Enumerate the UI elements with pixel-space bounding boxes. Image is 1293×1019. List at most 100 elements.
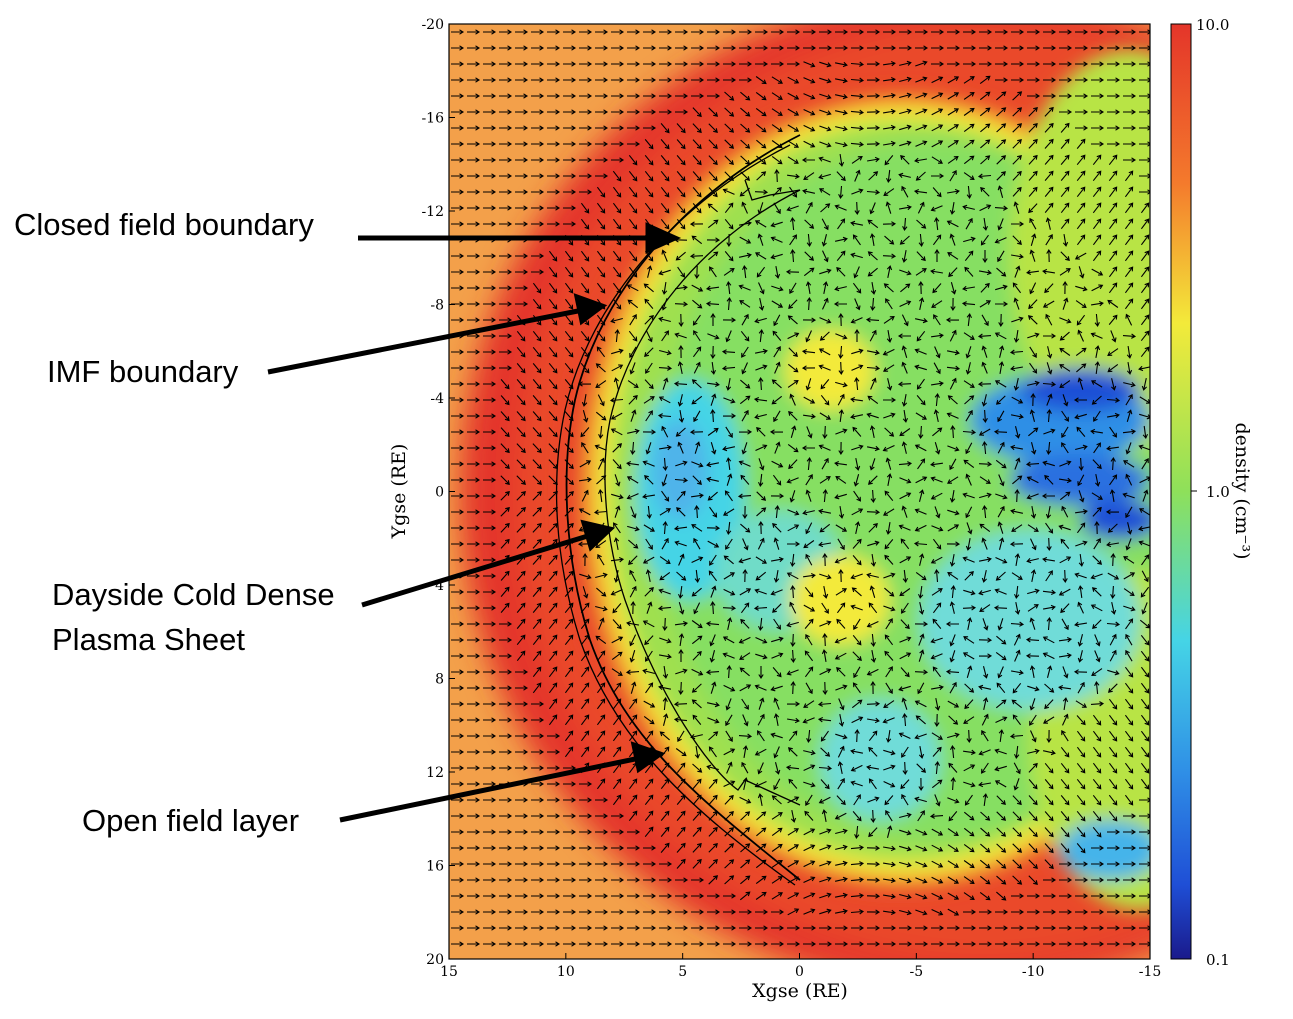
vector-arrow — [899, 235, 910, 245]
vector-arrow — [723, 45, 737, 51]
vector-arrow — [771, 909, 785, 915]
vector-arrow — [1012, 859, 1023, 869]
vector-arrow — [1013, 201, 1020, 214]
vector-arrow — [1060, 186, 1070, 198]
vector-arrow — [451, 893, 465, 899]
vector-arrow — [611, 925, 625, 931]
vector-arrow — [819, 29, 833, 35]
vector-arrow — [643, 877, 657, 883]
vector-arrow — [516, 411, 526, 422]
vector-arrow — [837, 778, 845, 790]
vector-arrow — [758, 617, 764, 632]
vector-arrow — [1028, 170, 1038, 181]
vector-arrow — [1091, 125, 1105, 131]
vector-arrow — [869, 425, 876, 439]
vector-arrow — [852, 282, 862, 294]
vector-arrow — [801, 445, 815, 451]
vector-arrow — [1109, 649, 1117, 662]
vector-arrow — [691, 379, 702, 389]
vector-arrow — [771, 892, 783, 900]
vector-arrow — [963, 909, 977, 915]
vector-arrow — [499, 157, 513, 163]
vector-arrow — [755, 444, 768, 452]
vector-arrow — [1011, 572, 1023, 580]
vector-arrow — [467, 749, 481, 755]
vector-arrow — [1107, 109, 1121, 115]
vector-arrow — [801, 157, 815, 163]
vector-arrow — [963, 123, 975, 133]
vector-arrow — [647, 265, 653, 278]
vector-arrow — [675, 93, 689, 99]
vector-arrow — [883, 61, 896, 67]
vector-arrow — [789, 601, 797, 614]
vector-arrow — [707, 925, 721, 931]
vector-arrow — [819, 93, 832, 100]
vector-arrow — [659, 861, 673, 867]
vector-arrow — [994, 765, 1007, 772]
vector-arrow — [500, 490, 510, 501]
vector-arrow — [531, 109, 545, 115]
vector-arrow — [611, 941, 625, 947]
vector-arrow — [531, 93, 545, 99]
vector-arrow — [995, 651, 1007, 661]
vector-arrow — [1027, 604, 1039, 612]
vector-arrow — [1027, 45, 1041, 51]
vector-arrow — [1028, 762, 1038, 773]
vector-arrow — [628, 170, 638, 182]
vector-arrow — [851, 699, 863, 709]
vector-arrow — [563, 93, 577, 99]
vector-arrow — [915, 140, 928, 147]
vector-arrow — [977, 381, 992, 387]
vector-arrow — [547, 749, 561, 755]
vector-arrow — [786, 701, 801, 707]
vector-arrow — [819, 188, 831, 196]
vector-arrow — [852, 682, 861, 694]
vector-arrow — [949, 377, 957, 390]
vector-arrow — [612, 266, 622, 278]
vector-arrow — [885, 618, 893, 630]
vector-arrow — [900, 283, 911, 293]
vector-arrow — [674, 620, 689, 627]
vector-arrow — [595, 925, 609, 931]
vector-arrow — [817, 717, 832, 723]
vector-arrow — [1060, 202, 1070, 214]
vector-arrow — [611, 636, 624, 644]
vector-arrow — [963, 155, 975, 165]
vector-arrow — [1010, 444, 1024, 451]
vector-arrow — [1076, 762, 1086, 774]
vector-arrow — [962, 492, 975, 499]
vector-arrow — [483, 93, 497, 99]
vector-arrow — [658, 653, 672, 660]
vector-arrow — [786, 477, 799, 484]
vector-arrow — [770, 236, 783, 243]
vector-arrow — [723, 555, 734, 565]
vector-arrow — [866, 77, 881, 83]
vector-arrow — [692, 826, 702, 837]
vector-arrow — [915, 108, 928, 115]
vector-arrow — [451, 861, 465, 867]
vector-arrow — [1009, 541, 1024, 547]
vector-arrow — [997, 218, 1004, 231]
vector-arrow — [787, 332, 800, 340]
vector-arrow — [483, 125, 497, 131]
vector-arrow — [708, 107, 719, 117]
vector-arrow — [1076, 730, 1086, 742]
vector-arrow — [451, 525, 465, 531]
vector-arrow — [1011, 61, 1025, 67]
vector-arrow — [564, 266, 574, 278]
vector-arrow — [595, 29, 609, 35]
vector-arrow — [451, 621, 465, 627]
vector-arrow — [628, 778, 638, 790]
vector-arrow — [932, 538, 942, 550]
vector-arrow — [803, 140, 816, 148]
vector-arrow — [1107, 941, 1121, 947]
vector-arrow — [884, 235, 895, 245]
vector-arrow — [774, 762, 781, 775]
vector-arrow — [805, 522, 813, 535]
vector-arrow — [1028, 427, 1039, 437]
vector-arrow — [1075, 77, 1089, 83]
vector-arrow — [870, 489, 876, 504]
vector-arrow — [742, 745, 749, 758]
vector-arrow — [899, 925, 913, 931]
vector-arrow — [563, 189, 577, 195]
